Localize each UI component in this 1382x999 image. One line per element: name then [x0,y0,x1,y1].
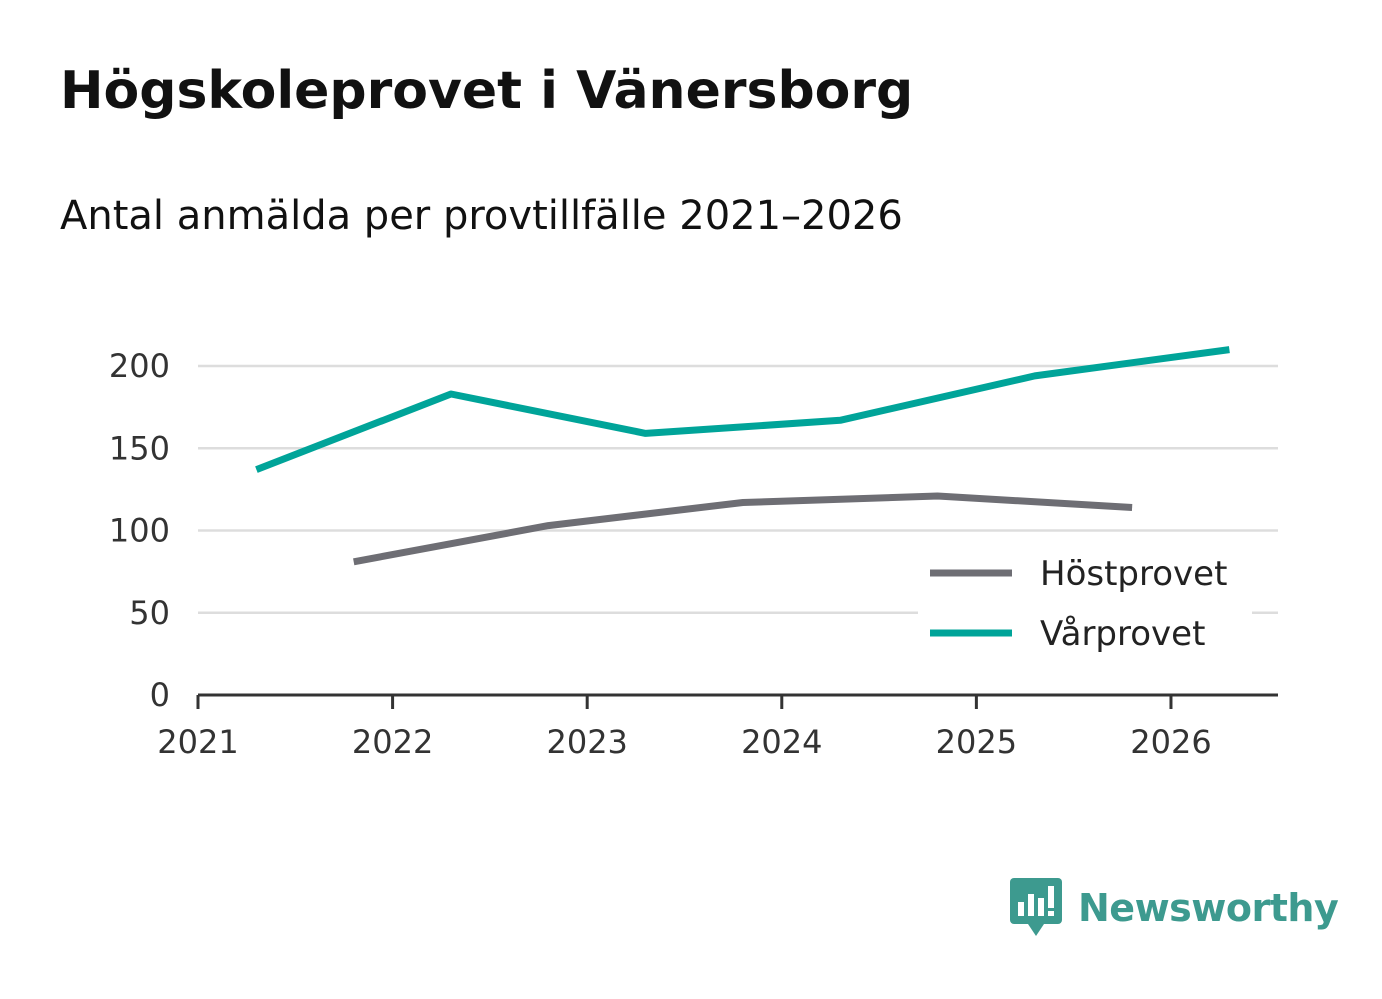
x-tick-label: 2022 [352,723,433,761]
y-tick-label: 150 [109,429,170,467]
legend-box [918,548,1252,666]
x-tick-label: 2025 [936,723,1017,761]
newsworthy-logo-icon [1010,878,1062,936]
chart-title: Högskoleprovet i Vänersborg [60,61,914,121]
x-axis: 2021 2022 2023 2024 2025 2026 [157,693,1278,761]
x-tick-label: 2023 [546,723,627,761]
series-lines [255,346,1230,566]
y-tick-label: 200 [109,347,170,385]
legend-label: Vårprovet [1040,614,1205,654]
y-tick-label: 100 [109,512,170,550]
y-tick-label: 50 [129,594,170,632]
brand-name: Newsworthy [1078,886,1339,930]
legend-label: Höstprovet [1040,554,1227,594]
x-tick-label: 2024 [741,723,822,761]
series-line-varprovet [255,346,1230,473]
legend: Höstprovet Vårprovet [918,548,1252,666]
y-tick-label: 0 [150,676,170,714]
brand-logo: Newsworthy [1010,878,1339,938]
chart-subtitle: Antal anmälda per provtillfälle 2021–202… [60,193,903,239]
x-tick-label: 2026 [1130,723,1211,761]
x-tick-label: 2021 [157,723,238,761]
y-axis-labels: 0 50 100 150 200 [109,347,170,714]
